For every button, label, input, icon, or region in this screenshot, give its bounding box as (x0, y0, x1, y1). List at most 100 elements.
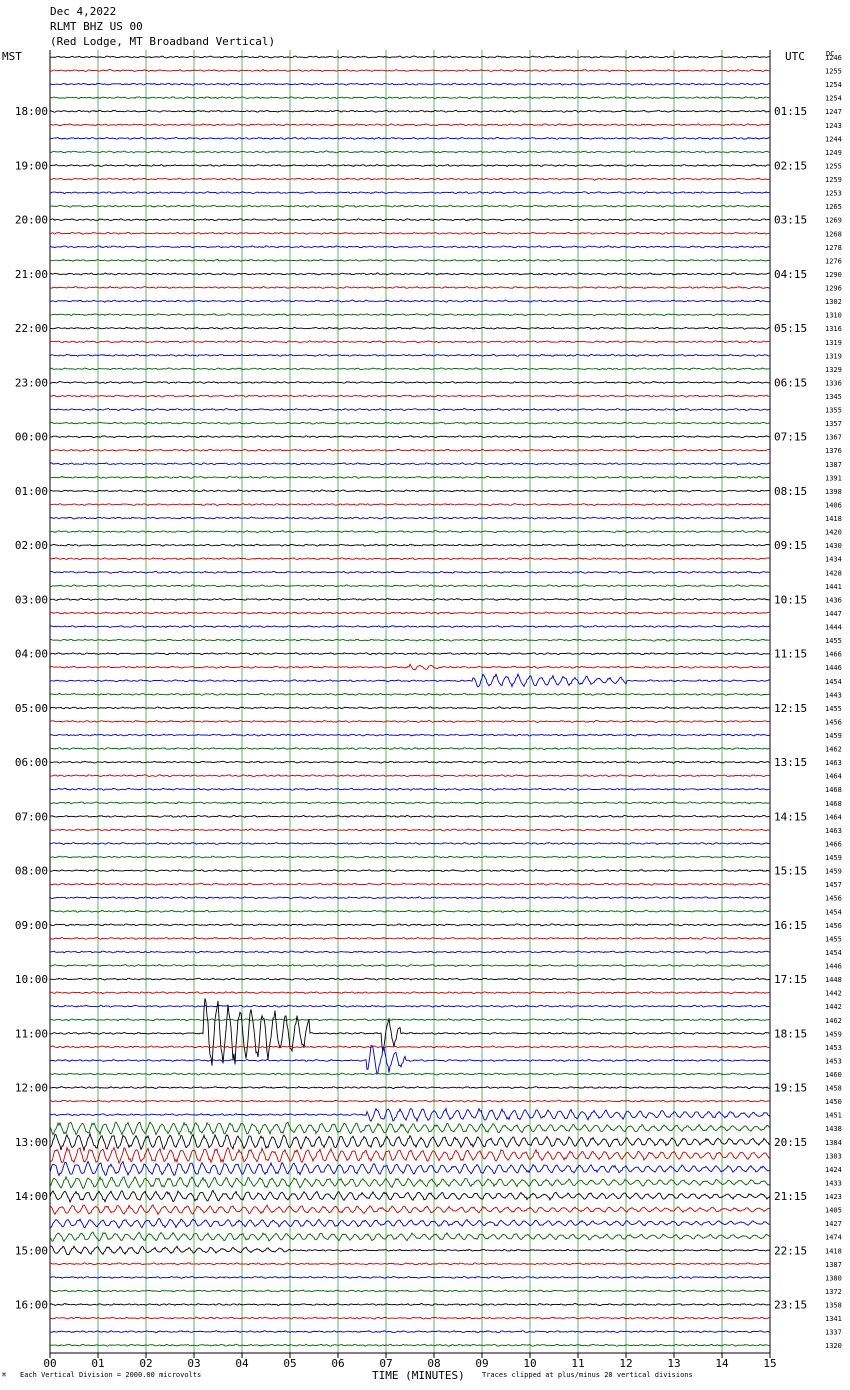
dc-offset-label: 1460 (825, 1071, 842, 1079)
dc-offset-label: 1243 (825, 122, 842, 130)
dc-offset-label: 1462 (825, 746, 842, 754)
trace-line (49, 516, 771, 520)
left-hour-label: 16:00 (15, 1299, 48, 1312)
trace-line (49, 82, 771, 86)
dc-offset-label: 1446 (825, 664, 842, 672)
dc-offset-label: 1278 (825, 244, 842, 252)
trace-line (49, 1004, 771, 1008)
right-hour-label: 01:15 (774, 105, 807, 118)
trace-line (49, 96, 771, 100)
dc-offset-label: 1358 (825, 1302, 842, 1310)
dc-offset-label: 1458 (825, 1085, 842, 1093)
trace-line (49, 638, 771, 642)
dc-offset-label: 1456 (825, 922, 842, 930)
dc-offset-label: 1398 (825, 488, 842, 496)
trace-line (49, 543, 771, 547)
left-hour-label: 22:00 (15, 322, 48, 335)
trace-line (49, 435, 771, 439)
dc-offset-label: 1468 (825, 786, 842, 794)
left-hour-label: 12:00 (15, 1082, 48, 1095)
x-tick-label: 12 (619, 1357, 632, 1370)
trace-line (49, 123, 771, 127)
dc-offset-label: 1453 (825, 1044, 842, 1052)
dc-offset-label: 1451 (825, 1112, 842, 1120)
dc-offset-label: 1427 (825, 1220, 842, 1228)
trace-line (49, 1072, 771, 1076)
trace-line (49, 936, 771, 940)
trace-line (49, 1262, 771, 1266)
dc-offset-label: 1474 (825, 1234, 842, 1242)
right-hour-label: 10:15 (774, 593, 807, 606)
trace-line (49, 462, 771, 466)
dc-offset-label: 1455 (825, 637, 842, 645)
trace-line (49, 828, 771, 832)
trace-line (50, 313, 771, 317)
trace-line (49, 991, 771, 995)
chart-station: RLMT BHZ US 00 (50, 20, 143, 33)
dc-offset-label: 1455 (825, 705, 842, 713)
right-hour-label: 20:15 (774, 1136, 807, 1149)
trace-line (49, 855, 771, 859)
x-tick-label: 08 (427, 1357, 440, 1370)
trace-line (49, 611, 771, 615)
dc-offset-label: 1380 (825, 1274, 842, 1282)
trace-line (50, 326, 771, 330)
right-hour-label: 13:15 (774, 756, 807, 769)
trace-line (49, 1231, 771, 1243)
dc-offset-label: 1357 (825, 420, 842, 428)
trace-line (49, 663, 771, 671)
left-hour-label: 23:00 (15, 376, 48, 389)
trace-line (49, 584, 770, 588)
dc-offset-label: 1466 (825, 651, 842, 659)
left-hour-label: 04:00 (15, 648, 48, 661)
left-hour-label: 19:00 (15, 159, 48, 172)
trace-line (49, 570, 771, 574)
trace-line (49, 1303, 771, 1307)
trace-line (49, 1289, 771, 1293)
trace-line (49, 1018, 771, 1022)
trace-line (49, 869, 771, 873)
dc-offset-label: 1459 (825, 868, 842, 876)
left-hour-label: 18:00 (15, 105, 48, 118)
trace-line (50, 68, 771, 73)
dc-offset-label: 1372 (825, 1288, 842, 1296)
dc-offset-label: 1441 (825, 583, 842, 591)
trace-line (49, 530, 771, 534)
clip-note: Traces clipped at plus/minus 20 vertical… (482, 1371, 693, 1379)
x-tick-label: 05 (283, 1357, 296, 1370)
left-hour-label: 20:00 (15, 214, 48, 227)
dc-offset-label: 1259 (825, 176, 842, 184)
dc-offset-label: 1268 (825, 230, 842, 238)
x-axis-title: TIME (MINUTES) (372, 1369, 465, 1382)
right-timezone-label: UTC (785, 50, 805, 63)
trace-line (49, 150, 771, 154)
trace-line (49, 408, 771, 412)
dc-offset-label: 1303 (825, 1152, 842, 1160)
left-hour-label: 07:00 (15, 810, 48, 823)
left-hour-label: 02:00 (15, 539, 48, 552)
x-tick-label: 07 (379, 1357, 392, 1370)
dc-offset-label: 1466 (825, 840, 842, 848)
right-hour-label: 03:15 (774, 214, 807, 227)
dc-offset-label: 1405 (825, 1207, 842, 1215)
left-hour-label: 11:00 (15, 1027, 48, 1040)
dc-offset-label: 1276 (825, 257, 842, 265)
trace-line (49, 923, 771, 927)
dc-offset-label: 1454 (825, 678, 842, 686)
dc-offset-label: 1319 (825, 339, 842, 347)
right-hour-label: 11:15 (774, 648, 807, 661)
right-hour-label: 21:15 (774, 1190, 807, 1203)
trace-line (49, 652, 771, 656)
trace-line (49, 1316, 771, 1320)
trace-line (49, 218, 771, 222)
dc-column-label: DC (826, 50, 835, 58)
trace-line (49, 882, 771, 886)
dc-offset-label: 1249 (825, 149, 842, 157)
trace-line (49, 1160, 771, 1177)
dc-offset-label: 1265 (825, 203, 842, 211)
trace-line (49, 801, 771, 805)
x-tick-label: 09 (475, 1357, 488, 1370)
x-tick-label: 02 (139, 1357, 152, 1370)
x-tick-label: 00 (43, 1357, 56, 1370)
dc-offset-label: 1367 (825, 434, 842, 442)
